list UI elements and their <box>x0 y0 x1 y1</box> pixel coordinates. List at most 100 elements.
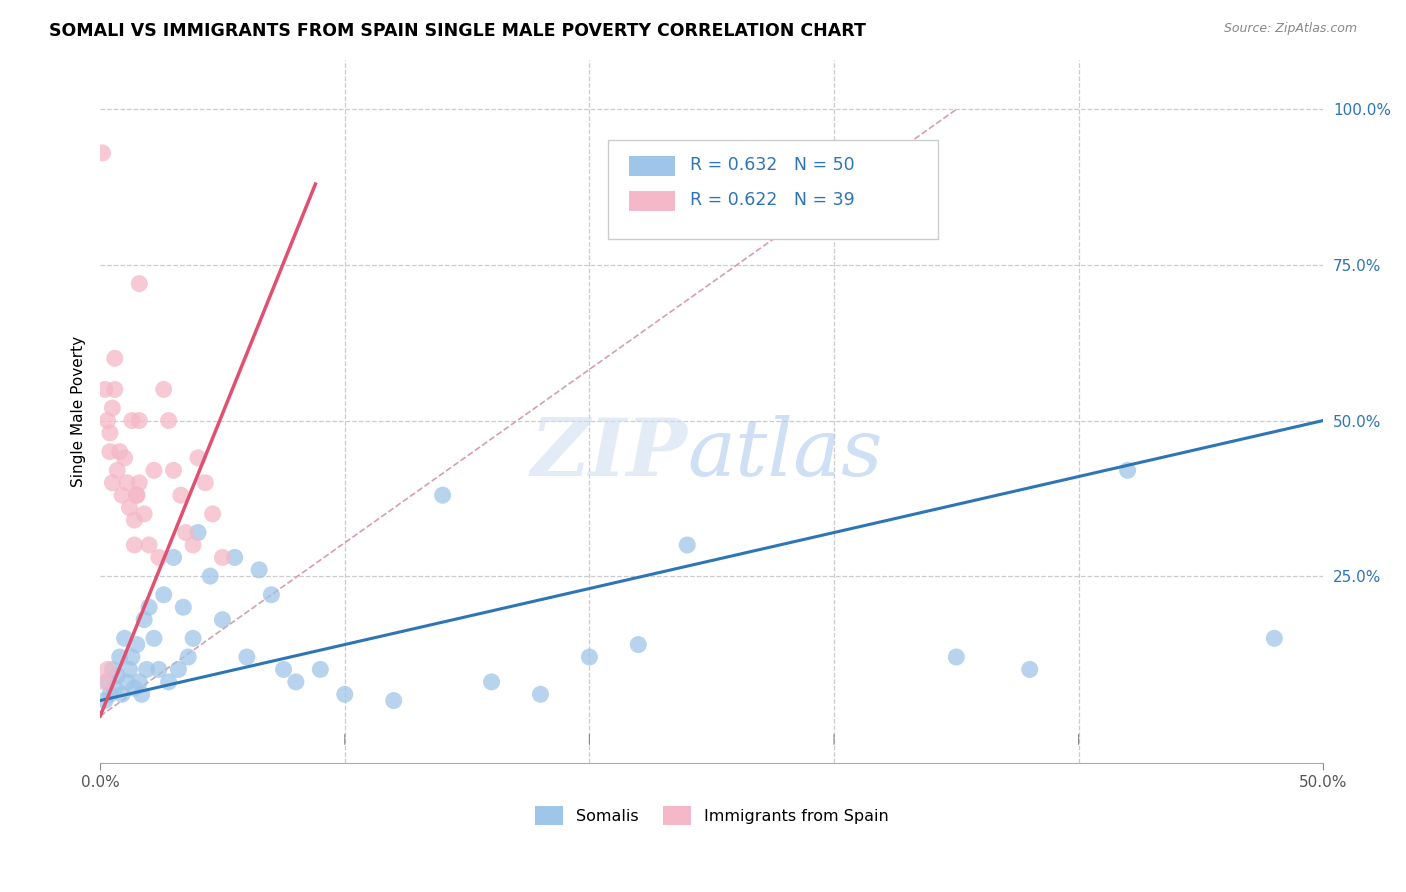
Point <box>676 538 699 552</box>
Point <box>134 613 156 627</box>
Text: SOMALI VS IMMIGRANTS FROM SPAIN SINGLE MALE POVERTY CORRELATION CHART: SOMALI VS IMMIGRANTS FROM SPAIN SINGLE M… <box>49 22 866 40</box>
Point <box>211 550 233 565</box>
Point <box>105 463 128 477</box>
Point <box>115 475 138 490</box>
Point <box>167 662 190 676</box>
Point <box>128 413 150 427</box>
Point <box>114 632 136 646</box>
Point <box>211 613 233 627</box>
Point <box>125 488 148 502</box>
Point <box>481 674 503 689</box>
Text: R = 0.622   N = 39: R = 0.622 N = 39 <box>690 191 855 210</box>
Point <box>432 488 454 502</box>
Point <box>104 383 127 397</box>
Text: ZIP: ZIP <box>530 415 688 492</box>
Point <box>260 588 283 602</box>
Point <box>200 569 222 583</box>
Point <box>108 444 131 458</box>
FancyBboxPatch shape <box>628 191 675 211</box>
Point <box>104 681 127 695</box>
Point <box>162 463 184 477</box>
Point <box>134 507 156 521</box>
Point <box>1263 632 1285 646</box>
Point <box>627 638 650 652</box>
Point <box>273 662 295 676</box>
Point <box>172 600 194 615</box>
Point <box>131 687 153 701</box>
Point <box>96 413 118 427</box>
Point <box>128 475 150 490</box>
Point <box>128 674 150 689</box>
Text: atlas: atlas <box>688 415 883 492</box>
Point <box>157 413 180 427</box>
Point <box>124 513 146 527</box>
Point <box>181 538 204 552</box>
Point <box>224 550 246 565</box>
Point <box>91 145 114 160</box>
Point <box>187 450 209 465</box>
Point <box>98 687 121 701</box>
Point <box>135 662 157 676</box>
Point <box>177 650 200 665</box>
Point <box>96 662 118 676</box>
Point <box>247 563 270 577</box>
Point <box>105 668 128 682</box>
Point <box>121 650 143 665</box>
Point <box>111 488 134 502</box>
Point <box>125 638 148 652</box>
Point <box>148 550 170 565</box>
Point <box>118 662 141 676</box>
Text: Source: ZipAtlas.com: Source: ZipAtlas.com <box>1223 22 1357 36</box>
Point <box>124 681 146 695</box>
Point <box>309 662 332 676</box>
Point <box>94 674 117 689</box>
Point <box>162 550 184 565</box>
Point <box>142 632 165 646</box>
Point <box>111 687 134 701</box>
Y-axis label: Single Male Poverty: Single Male Poverty <box>72 335 86 487</box>
Point <box>104 351 127 366</box>
Point <box>157 674 180 689</box>
Point <box>236 650 259 665</box>
Point <box>181 632 204 646</box>
Point <box>333 687 356 701</box>
Point <box>124 538 146 552</box>
Point <box>101 475 124 490</box>
Point <box>578 650 600 665</box>
Point <box>94 693 117 707</box>
Point <box>174 525 197 540</box>
Point <box>1116 463 1139 477</box>
Point <box>201 507 224 521</box>
Point <box>142 463 165 477</box>
Point <box>187 525 209 540</box>
Point <box>98 425 121 440</box>
Point <box>101 401 124 415</box>
Point <box>138 600 160 615</box>
Point <box>121 413 143 427</box>
Point <box>284 674 307 689</box>
FancyBboxPatch shape <box>628 156 675 176</box>
Point <box>118 500 141 515</box>
Point <box>382 693 405 707</box>
Text: R = 0.632   N = 50: R = 0.632 N = 50 <box>690 156 855 174</box>
Point <box>945 650 967 665</box>
Point <box>170 488 193 502</box>
Point <box>108 650 131 665</box>
Point <box>128 277 150 291</box>
Point <box>98 444 121 458</box>
Point <box>529 687 551 701</box>
Point <box>152 588 174 602</box>
Point <box>96 674 118 689</box>
FancyBboxPatch shape <box>607 140 938 239</box>
Point <box>115 674 138 689</box>
Point <box>194 475 217 490</box>
Point <box>1018 662 1040 676</box>
Point <box>114 450 136 465</box>
Point <box>125 488 148 502</box>
Point <box>152 383 174 397</box>
Legend: Somalis, Immigrants from Spain: Somalis, Immigrants from Spain <box>534 805 889 825</box>
Point <box>101 662 124 676</box>
Point <box>94 383 117 397</box>
Point <box>148 662 170 676</box>
Point <box>138 538 160 552</box>
